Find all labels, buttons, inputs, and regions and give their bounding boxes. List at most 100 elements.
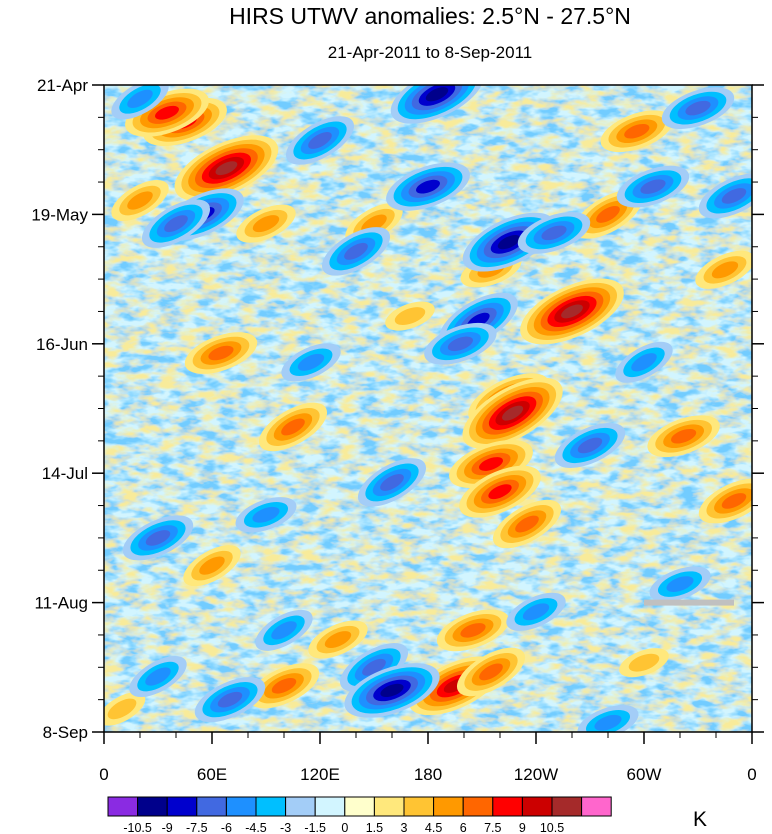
colorbar-label: -1.5 [304,821,326,834]
contour-band [640,179,666,194]
contour-band [577,437,603,454]
anomaly-feature [554,422,626,468]
contour-band [145,667,171,686]
colorbar-swatch [492,796,523,817]
contour-band [497,234,521,250]
colorbar-swatch [166,796,198,817]
contour-band [624,123,650,139]
contour-band [107,698,137,720]
contour-band [628,653,660,672]
colorbar-swatch [107,796,139,817]
contour-band [308,132,332,149]
anomaly-feature [281,343,341,382]
colorbar-swatch [373,796,405,817]
anomaly-feature [344,663,440,718]
colorbar-label: -10.5 [123,821,152,834]
contour-band [252,506,280,523]
anomaly-feature [255,609,313,651]
contour-band [324,631,352,649]
anomaly-feature [661,87,735,129]
colorbar-label: -4.5 [245,821,267,834]
contour-band [271,677,297,694]
missing-data-strip [644,599,734,606]
contour-band [416,179,440,194]
contour-band [488,484,512,500]
anomaly-feature [424,322,497,365]
colorbar-label: -6 [221,821,232,834]
contour-band [344,242,368,260]
y-tick-label: 19-May [31,205,88,224]
anomaly-feature [385,301,435,331]
contour-band [271,621,297,640]
contour-band [215,161,238,176]
contour-band [596,205,620,223]
missing-data-layer [644,599,734,606]
anomaly-feature [357,458,427,507]
anomaly-feature [649,566,711,602]
contour-band [164,215,188,233]
anomaly-feature [174,135,279,202]
colorbar-label: -7.5 [186,821,208,834]
contour-band [252,215,280,233]
contour-band [711,261,739,279]
colorbar-swatch [462,796,494,817]
contour-band [460,623,486,638]
colorbar: -10.5 -9 -7.5 -6 -4.5 -3 -1.5 0 1.5 3 4.5 6 7.5 9 10.5 [107,796,612,834]
chart-subtitle: 21-Apr-2011 to 8-Sep-2011 [328,43,532,62]
anomaly-feature [615,341,673,383]
anomaly-feature [258,402,328,452]
contour-band [666,576,694,592]
anomaly-feature [386,162,470,211]
colorbar-label: 0 [341,821,348,834]
colorbar-swatch [403,796,435,817]
colorbar-label: -9 [162,821,173,834]
anomaly-feature [184,332,258,374]
contour-band [515,515,539,533]
anomaly-feature [600,110,674,153]
contour-band [502,405,524,421]
colorbar-label: 7.5 [484,821,501,834]
anomaly-feature [111,180,169,222]
anomaly-feature [456,647,526,697]
anomaly-feature [517,211,591,254]
anomaly-feature [390,85,484,124]
colorbar-unit-label: K [693,808,707,831]
colorbar-label: 10.5 [540,821,564,834]
colorbar-swatch [196,796,227,817]
anomaly-feature [647,415,720,458]
x-axis: 0 60E 120E 180 120W 60W 0 [99,732,757,784]
contour-band [479,663,503,681]
colorbar-swatch [581,796,612,817]
x-tick-label: 60W [627,765,662,784]
colorbar-label: -3 [280,821,291,834]
y-tick-label: 8-Sep [43,723,88,742]
anomaly-feature [141,199,211,248]
contour-band [541,225,567,241]
contour-band [447,336,473,352]
anomaly-feature [436,609,510,652]
x-tick-label: 120E [300,765,340,784]
anomaly-feature [339,643,409,692]
contour-band [685,100,711,116]
y-axis: 21-Apr 19-May 16-Jun 14-Jul 11-Aug 8-Sep [31,76,764,742]
anomaly-feature [104,692,146,726]
contour-band [522,603,550,621]
anomaly-feature [285,116,355,165]
contour-band [208,345,234,361]
contour-band [425,87,449,102]
anomaly-feature [520,278,624,345]
anomaly-feature [129,656,187,698]
anomaly-features [104,85,752,732]
colorbar-swatch [255,796,287,817]
y-tick-label: 14-Jul [42,464,88,483]
anomaly-feature [183,545,241,587]
colorbar-swatch [551,796,583,817]
contour-band [479,457,503,471]
anomaly-feature [695,250,752,289]
contour-band [671,428,697,444]
contour-band [127,191,153,210]
anomaly-feature [321,227,391,276]
contour-band [127,89,153,108]
contour-band [594,714,622,731]
anomaly-feature [194,677,266,723]
